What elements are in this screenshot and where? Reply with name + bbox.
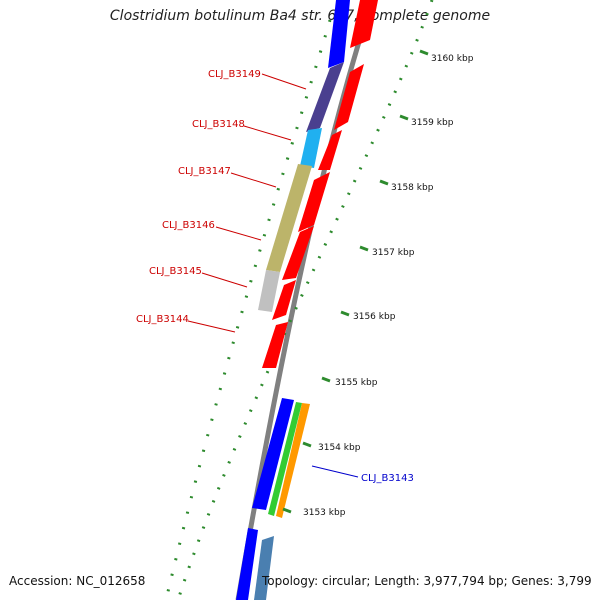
leader-line (201, 272, 248, 288)
gene-labels: CLJ_B3149 CLJ_B3148 CLJ_B3147 CLJ_B3146 … (136, 69, 414, 484)
leader-line (215, 226, 262, 241)
tick-label: 3159 kbp (411, 118, 454, 128)
gene-label: CLJ_B3143 (361, 473, 414, 484)
cds-arrow (298, 172, 330, 232)
gene-block (252, 398, 294, 510)
leader-line (187, 320, 236, 333)
inner-tick-track (164, 19, 332, 600)
topology-label: Topology: circular; Length: 3,977,794 bp… (262, 574, 592, 588)
gene-block (266, 164, 312, 272)
cds-arrow (318, 130, 342, 170)
tick-label: 3154 kbp (318, 443, 361, 453)
gene-block (236, 528, 258, 600)
tick-mark (379, 179, 389, 186)
gene-label: CLJ_B3147 (178, 166, 231, 177)
tick-label: 3153 kbp (303, 508, 346, 518)
leader-line (230, 172, 277, 188)
cds-arrow (262, 322, 288, 368)
gene-label: CLJ_B3148 (192, 119, 245, 130)
leader-line (243, 125, 292, 141)
tick-mark (302, 441, 312, 448)
gene-block (254, 536, 274, 600)
tick-label: 3160 kbp (431, 54, 474, 64)
cog-track-upper (258, 0, 350, 312)
gene-block (328, 0, 350, 68)
cog-track-lower (236, 398, 310, 600)
tick-mark (419, 49, 429, 56)
cds-arrow (272, 280, 296, 320)
tick-mark (282, 507, 292, 514)
tick-label: 3156 kbp (353, 312, 396, 322)
map-title: Clostridium botulinum Ba4 str. 657, comp… (109, 8, 491, 24)
gene-block (258, 270, 280, 312)
kbp-labels: 3160 kbp 3159 kbp 3158 kbp 3157 kbp 3156… (303, 54, 474, 518)
tick-mark (321, 376, 331, 383)
gene-label: CLJ_B3145 (149, 266, 202, 277)
cds-track (262, 0, 378, 368)
cds-arrow (350, 0, 378, 48)
gene-block (300, 128, 322, 168)
tick-label: 3158 kbp (391, 183, 434, 193)
tick-mark (359, 245, 369, 252)
label-leaders (187, 73, 359, 478)
gene-label: CLJ_B3144 (136, 314, 189, 325)
gene-block (276, 403, 310, 518)
tick-marks (282, 49, 429, 514)
gene-label: CLJ_B3146 (162, 220, 215, 231)
gene-label: CLJ_B3149 (208, 69, 261, 80)
tick-mark (340, 310, 350, 317)
tick-label: 3155 kbp (335, 378, 378, 388)
leader-line (261, 73, 307, 90)
cds-arrow (334, 64, 364, 130)
tick-mark (399, 114, 409, 121)
gene-block (268, 402, 302, 516)
accession-label: Accession: NC_012658 (9, 574, 146, 588)
leader-line (311, 465, 359, 478)
tick-label: 3157 kbp (372, 248, 415, 258)
cds-arrow (282, 226, 314, 280)
gene-block (306, 62, 344, 132)
